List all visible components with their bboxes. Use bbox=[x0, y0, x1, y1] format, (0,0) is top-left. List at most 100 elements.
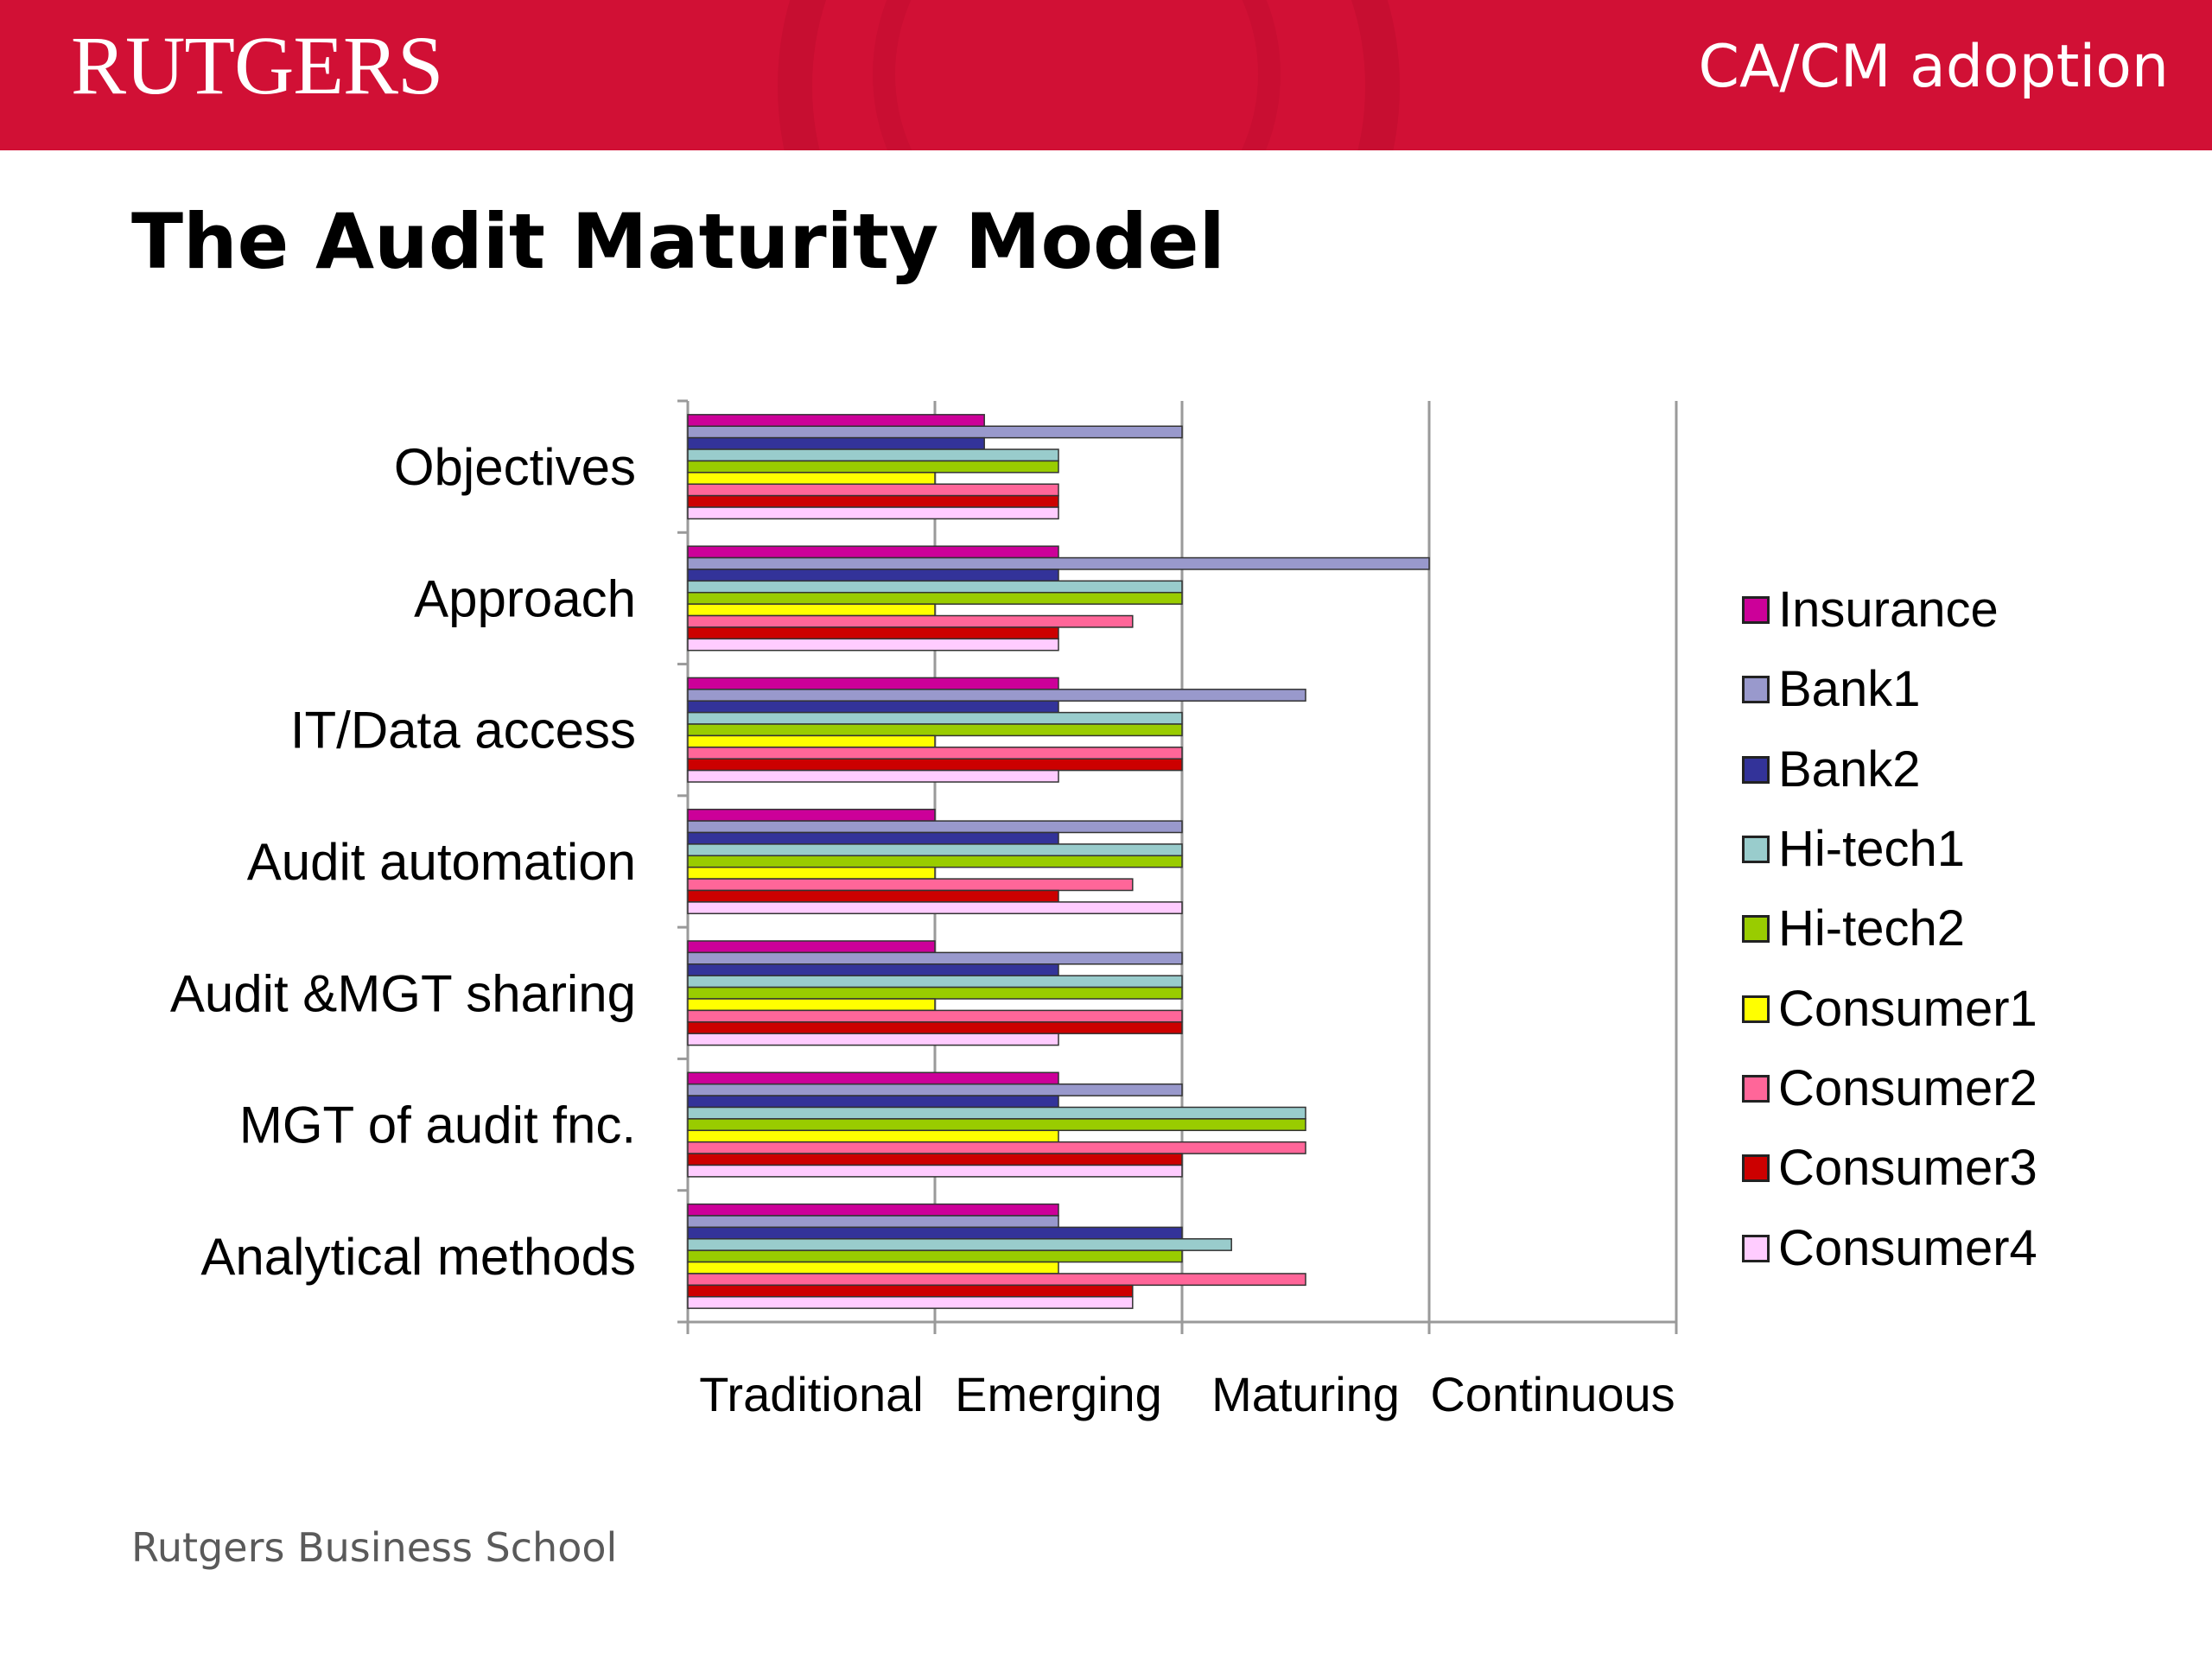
bar-consumer2 bbox=[687, 483, 1059, 497]
bar-consumer1 bbox=[687, 603, 936, 617]
bar-consumer1 bbox=[687, 866, 936, 880]
legend-item-consumer1: Consumer1 bbox=[1742, 969, 2157, 1048]
bar-insurance bbox=[687, 940, 936, 954]
bar-bank1 bbox=[687, 1083, 1183, 1096]
bar-bank1 bbox=[687, 1215, 1059, 1229]
bar-consumer2 bbox=[687, 1009, 1183, 1023]
bar-consumer2 bbox=[687, 614, 1134, 628]
bar-insurance bbox=[687, 677, 1059, 690]
bar-consumer4 bbox=[687, 638, 1059, 652]
bar-consumer4 bbox=[687, 769, 1059, 783]
legend-swatch bbox=[1742, 596, 1770, 625]
slide-header: RUTGERS CA/CM adoption bbox=[0, 0, 2212, 150]
legend-swatch bbox=[1742, 915, 1770, 944]
legend-swatch bbox=[1742, 995, 1770, 1023]
bar-hi-tech1 bbox=[687, 1238, 1232, 1251]
bar-consumer1 bbox=[687, 734, 936, 748]
legend-item-hi-tech1: Hi-tech1 bbox=[1742, 810, 2157, 889]
bar-insurance bbox=[687, 1071, 1059, 1085]
bar-consumer3 bbox=[687, 494, 1059, 508]
slide-title: The Audit Maturity Model bbox=[131, 197, 1225, 286]
legend-item-consumer3: Consumer3 bbox=[1742, 1128, 2157, 1208]
legend-swatch bbox=[1742, 1074, 1770, 1103]
bar-bank2 bbox=[687, 700, 1059, 714]
bar-consumer4 bbox=[687, 901, 1183, 915]
bar-bank1 bbox=[687, 820, 1183, 834]
bar-consumer3 bbox=[687, 626, 1059, 640]
category-label-it-data-access: IT/Data access bbox=[290, 702, 636, 760]
x-tick-label-maturing: Maturing bbox=[1211, 1367, 1400, 1421]
bar-consumer1 bbox=[687, 998, 936, 1012]
bar-consumer2 bbox=[687, 1141, 1306, 1154]
bar-bank2 bbox=[687, 831, 1059, 845]
legend-item-consumer2: Consumer2 bbox=[1742, 1049, 2157, 1128]
category-label-analytical-methods: Analytical methods bbox=[200, 1228, 636, 1286]
category-label-audit-mgt-sharing: Audit &MGT sharing bbox=[170, 964, 636, 1022]
category-label-audit-automation: Audit automation bbox=[247, 833, 636, 891]
bar-hi-tech2 bbox=[687, 1249, 1183, 1263]
bar-consumer4 bbox=[687, 1033, 1059, 1046]
bar-hi-tech1 bbox=[687, 448, 1059, 462]
course-title: CA/CM adoption bbox=[1698, 33, 2169, 101]
legend-label: Consumer2 bbox=[1778, 1059, 2037, 1116]
bar-bank2 bbox=[687, 1095, 1059, 1109]
bar-hi-tech1 bbox=[687, 580, 1183, 594]
bar-consumer2 bbox=[687, 878, 1134, 892]
legend-item-bank2: Bank2 bbox=[1742, 730, 2157, 810]
bar-consumer4 bbox=[687, 1296, 1134, 1309]
legend-swatch bbox=[1742, 676, 1770, 704]
legend-label: Bank2 bbox=[1778, 741, 1921, 798]
legend-item-hi-tech2: Hi-tech2 bbox=[1742, 889, 2157, 969]
footer-text: Rutgers Business School bbox=[131, 1524, 618, 1571]
legend-label: Bank1 bbox=[1778, 661, 1921, 718]
legend-item-insurance: Insurance bbox=[1742, 570, 2157, 650]
bar-consumer4 bbox=[687, 506, 1059, 520]
bar-hi-tech2 bbox=[687, 723, 1183, 737]
legend-swatch bbox=[1742, 755, 1770, 784]
legend-swatch bbox=[1742, 1154, 1770, 1183]
bar-hi-tech2 bbox=[687, 986, 1183, 1000]
bar-insurance bbox=[687, 545, 1059, 559]
bar-hi-tech2 bbox=[687, 855, 1183, 868]
bar-consumer3 bbox=[687, 1284, 1134, 1298]
bar-consumer3 bbox=[687, 758, 1183, 772]
legend-label: Consumer4 bbox=[1778, 1219, 2037, 1276]
bar-consumer2 bbox=[687, 747, 1183, 760]
legend-swatch bbox=[1742, 836, 1770, 864]
x-tick-label-emerging: Emerging bbox=[955, 1367, 1162, 1421]
legend-swatch bbox=[1742, 1234, 1770, 1262]
rutgers-logo: RUTGERS bbox=[71, 19, 443, 111]
legend-label: Consumer3 bbox=[1778, 1140, 2037, 1197]
bar-consumer4 bbox=[687, 1164, 1183, 1178]
bar-bank2 bbox=[687, 963, 1059, 976]
bar-hi-tech2 bbox=[687, 1118, 1306, 1132]
bar-consumer3 bbox=[687, 1021, 1183, 1034]
category-label-approach: Approach bbox=[414, 569, 636, 627]
bar-bank1 bbox=[687, 425, 1183, 439]
bar-bank1 bbox=[687, 689, 1306, 702]
bar-bank2 bbox=[687, 569, 1059, 582]
category-label-objectives: Objectives bbox=[394, 438, 636, 496]
legend-label: Hi-tech2 bbox=[1778, 900, 1965, 957]
bar-bank1 bbox=[687, 951, 1183, 965]
bar-hi-tech2 bbox=[687, 460, 1059, 474]
bar-hi-tech1 bbox=[687, 975, 1183, 988]
bar-bank1 bbox=[687, 556, 1430, 570]
legend-item-consumer4: Consumer4 bbox=[1742, 1208, 2157, 1287]
bar-insurance bbox=[687, 414, 985, 427]
bar-hi-tech1 bbox=[687, 711, 1183, 725]
legend-label: Insurance bbox=[1778, 582, 1999, 639]
legend-label: Consumer1 bbox=[1778, 980, 2037, 1037]
bar-consumer2 bbox=[687, 1273, 1306, 1287]
bar-consumer1 bbox=[687, 1261, 1059, 1274]
bar-bank2 bbox=[687, 1226, 1183, 1240]
bar-consumer1 bbox=[687, 1129, 1059, 1143]
bar-consumer3 bbox=[687, 1153, 1183, 1166]
x-tick-label-traditional: Traditional bbox=[699, 1367, 923, 1421]
legend-item-bank1: Bank1 bbox=[1742, 650, 2157, 729]
bar-consumer3 bbox=[687, 889, 1059, 903]
category-label-mgt-of-audit-fnc: MGT of audit fnc. bbox=[239, 1096, 636, 1154]
bar-bank2 bbox=[687, 436, 985, 450]
bar-hi-tech2 bbox=[687, 591, 1183, 605]
